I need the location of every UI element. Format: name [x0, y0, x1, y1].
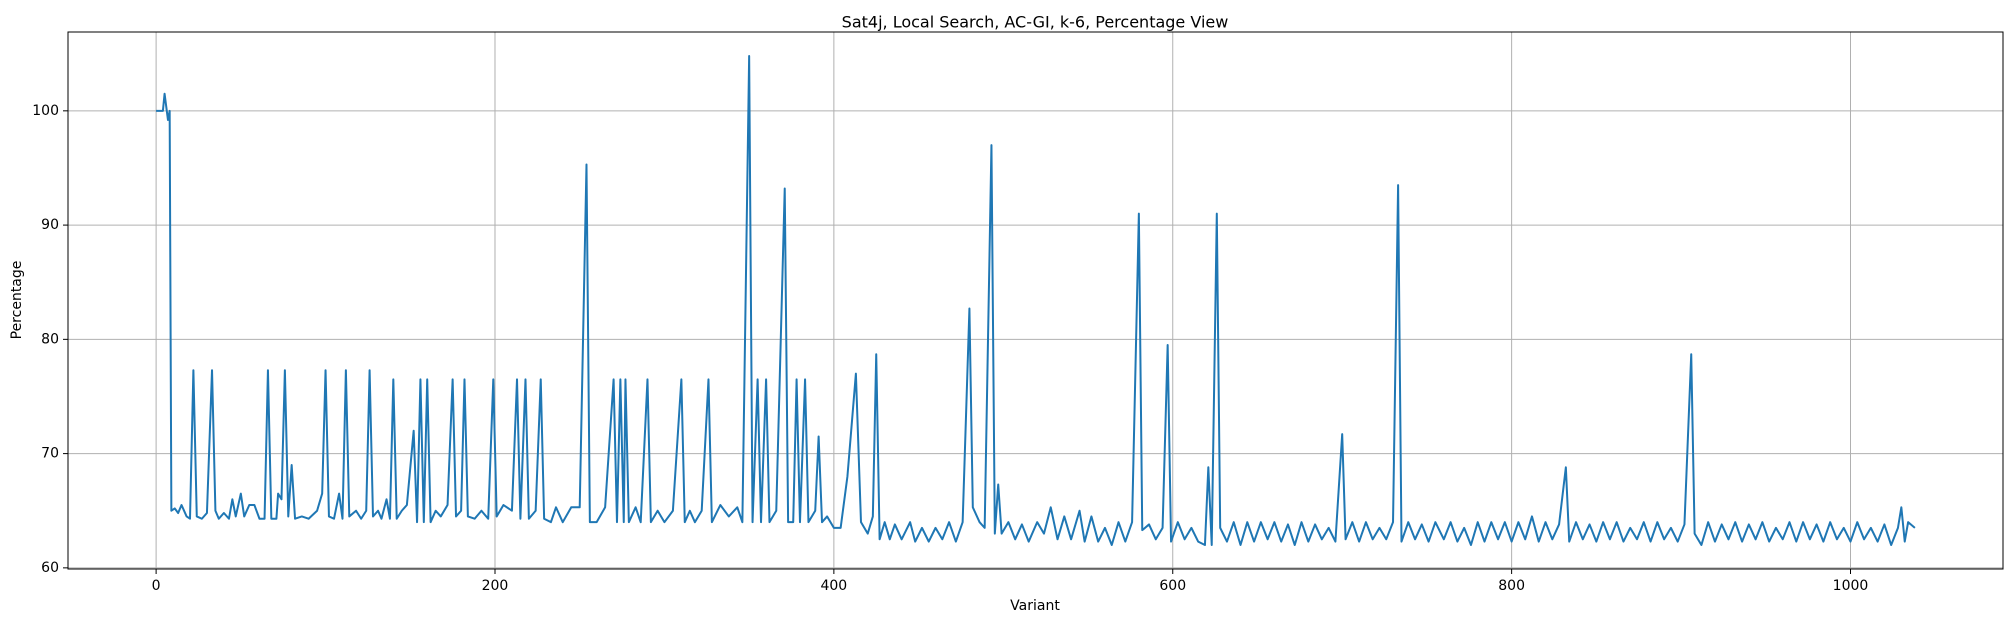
x-tick-label: 600: [1159, 578, 1186, 594]
y-axis-label: Percentage: [9, 261, 25, 340]
y-tick-label: 70: [41, 446, 59, 462]
x-tick-label: 0: [152, 578, 161, 594]
y-tick-label: 80: [41, 331, 59, 347]
x-tick-label: 800: [1498, 578, 1525, 594]
x-axis-label: Variant: [1010, 598, 1060, 614]
y-tick-label: 60: [41, 560, 59, 576]
plot-frame: [67, 31, 2004, 570]
data-line: [156, 54, 1916, 547]
x-tick-label: 200: [482, 578, 509, 594]
x-tick-label: 400: [820, 578, 847, 594]
chart-title: Sat4j, Local Search, AC-GI, k-6, Percent…: [842, 13, 1229, 32]
y-tick-label: 100: [32, 103, 59, 119]
x-tick-label: 1000: [1833, 578, 1869, 594]
y-tick-label: 90: [41, 217, 59, 233]
